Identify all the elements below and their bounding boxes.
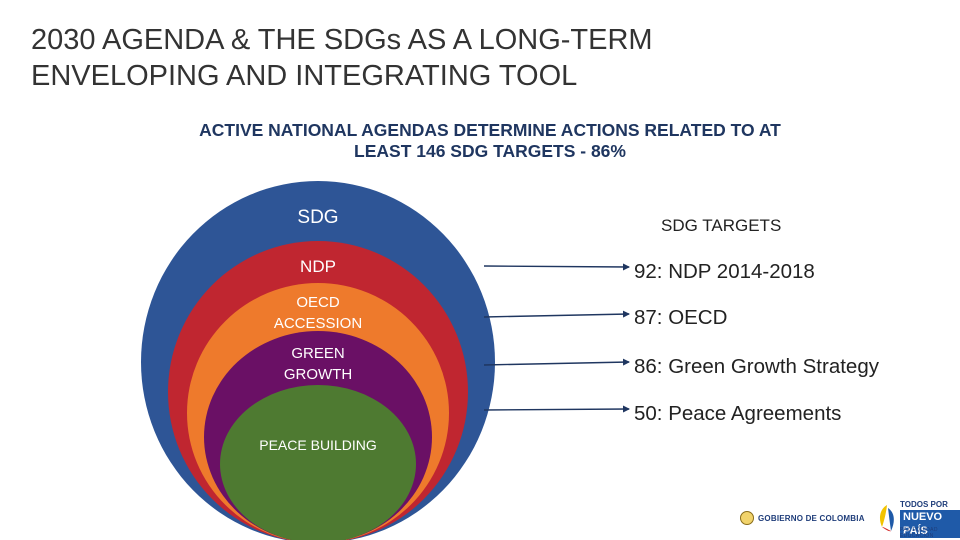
gobierno-logo: GOBIERNO DE COLOMBIA — [740, 508, 865, 528]
oecd-label-line1: OECD — [296, 294, 340, 311]
target-item-oecd: 87: OECD — [634, 306, 727, 329]
arrow-ndp — [483, 263, 630, 271]
arrow-peace — [483, 405, 630, 413]
peace-building-label: PEACE BUILDING — [259, 437, 376, 453]
sdg-label: SDG — [297, 207, 338, 228]
target-arrows — [483, 263, 630, 413]
arrow-green-growth — [483, 358, 630, 366]
ndp-label: NDP — [300, 257, 336, 276]
circles-group — [141, 181, 495, 540]
peace-building-circle — [220, 385, 416, 540]
oecd-label-line2: ACCESSION — [274, 315, 362, 332]
arrow-oecd — [483, 310, 630, 318]
target-item-ndp: 92: NDP 2014-2018 — [634, 260, 815, 283]
target-item-green-growth: 86: Green Growth Strategy — [634, 355, 880, 378]
targets-header: SDG TARGETS — [661, 216, 781, 235]
circle-labels: SDG NDP OECD ACCESSION GREEN GROWTH PEAC… — [259, 207, 376, 453]
slide-title: 2030 AGENDA & THE SDGs AS A LONG-TERM EN… — [31, 24, 653, 92]
todos-por-un-nuevo-pais-logo: TODOS POR UN NUEVO PAÍS PAZ EQUIDAD EDUC… — [874, 498, 960, 540]
tpnp-line2: NUEVO PAÍS — [900, 510, 960, 538]
coat-of-arms-icon — [740, 511, 754, 525]
footer-logos: GOBIERNO DE COLOMBIA TODOS POR UN NUEVO … — [740, 496, 960, 540]
green-growth-label-line2: GROWTH — [284, 366, 352, 383]
tpnp-line3: PAZ EQUIDAD EDUCACIÓN — [900, 527, 938, 539]
slide-subtitle: ACTIVE NATIONAL AGENDAS DETERMINE ACTION… — [199, 120, 781, 161]
green-growth-label-line1: GREEN — [291, 345, 344, 362]
target-item-peace: 50: Peace Agreements — [634, 402, 841, 425]
gobierno-logo-text: GOBIERNO DE COLOMBIA — [758, 513, 865, 523]
targets-list: SDG TARGETS 92: NDP 2014-2018 87: OECD 8… — [634, 216, 880, 425]
tpnp-emblem-icon — [879, 505, 894, 532]
